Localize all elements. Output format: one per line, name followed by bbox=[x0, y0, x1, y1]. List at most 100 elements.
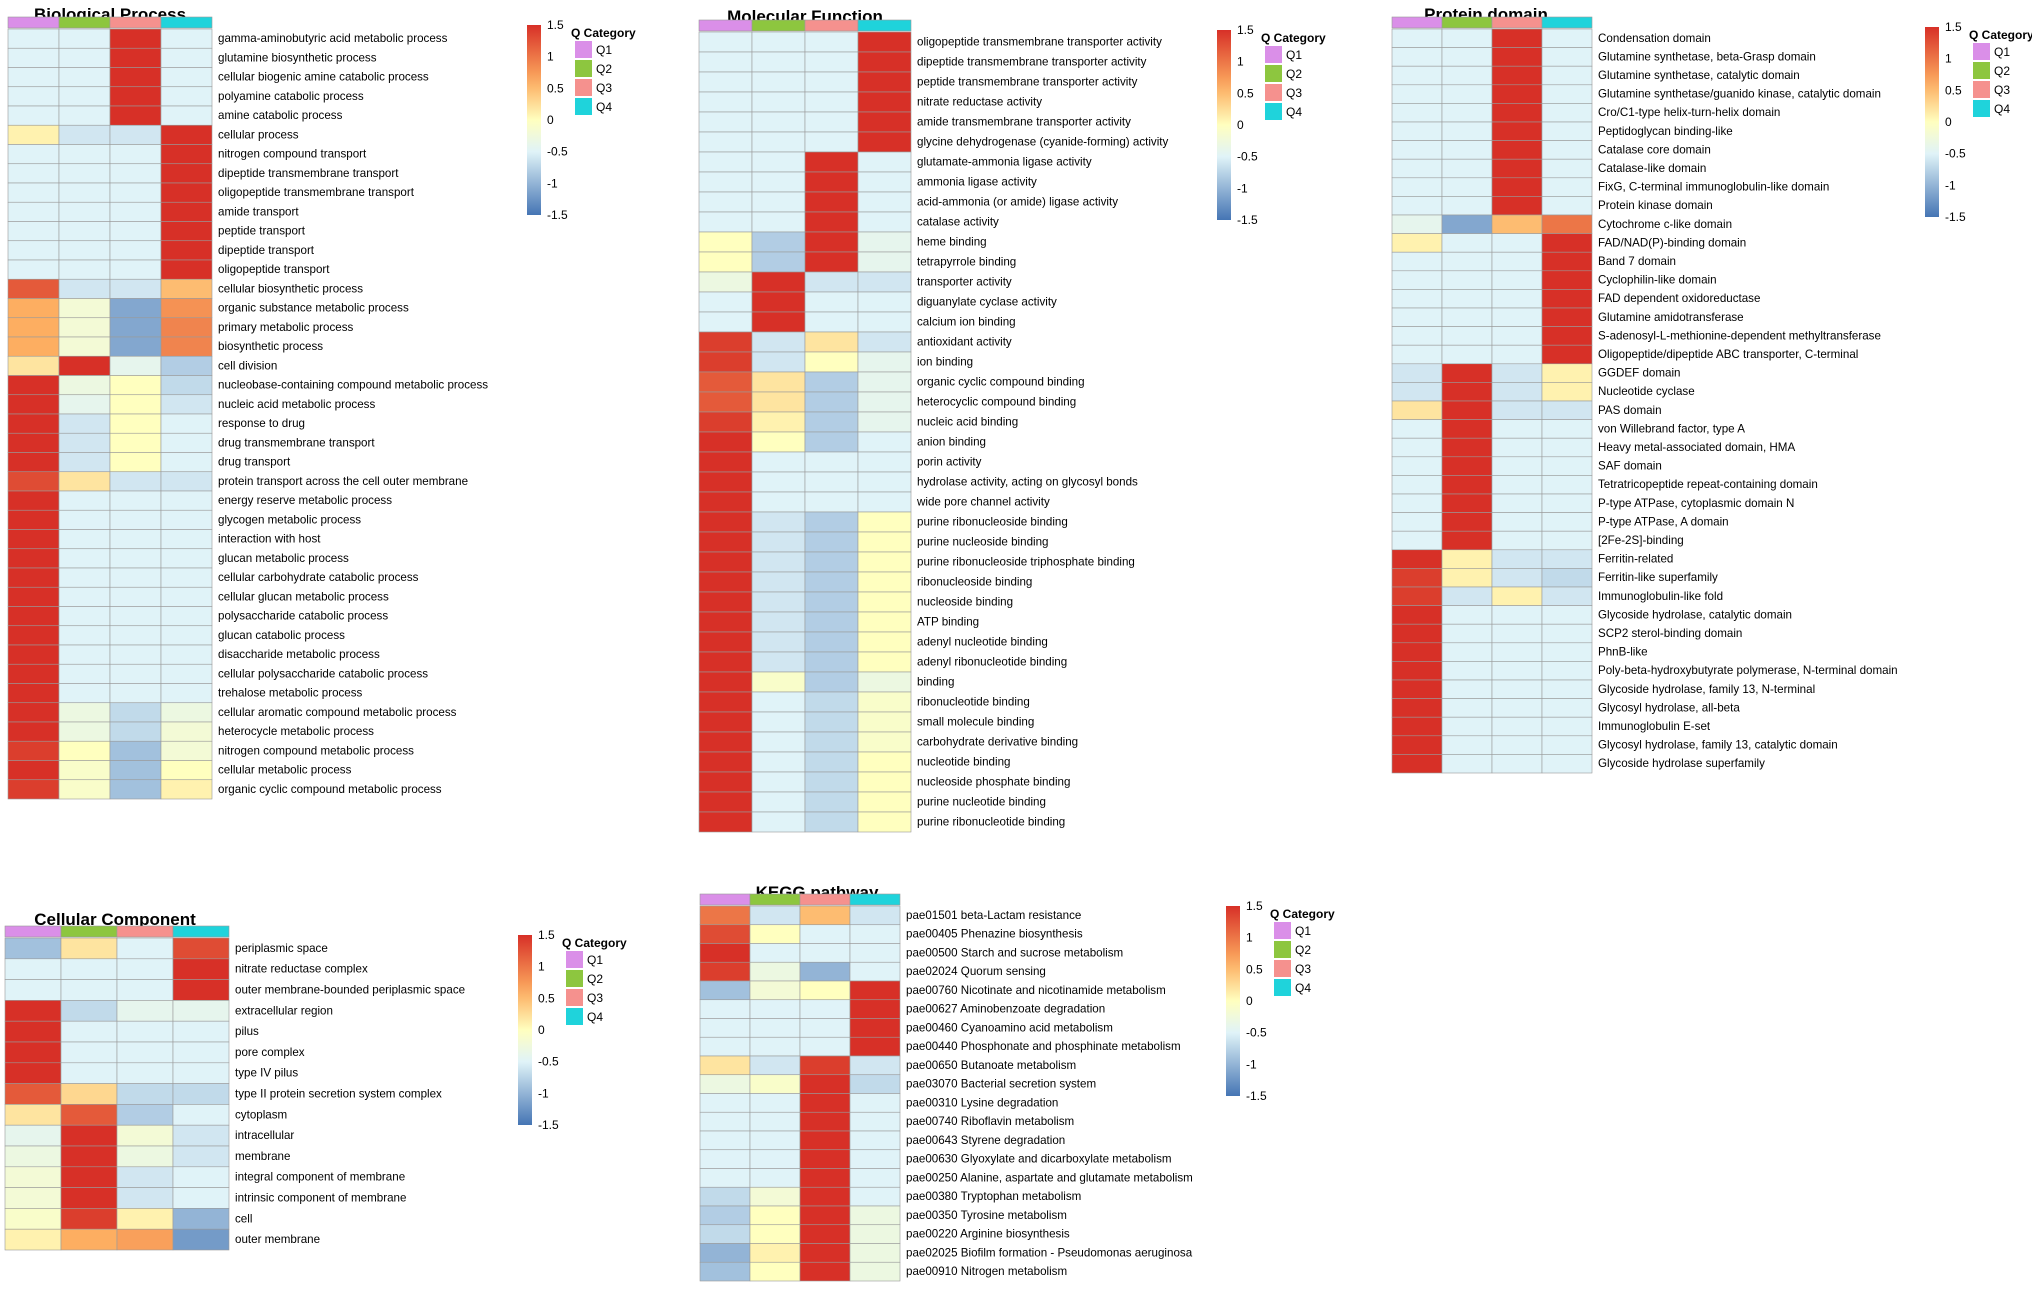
cellular-component-row-label: extracellular region bbox=[235, 1004, 333, 1017]
cellular-component-colorbar-tick: -0.5 bbox=[538, 1055, 559, 1069]
kegg-pathway-colorbar-tick: 1.5 bbox=[1246, 899, 1263, 913]
protein-domain-row-label: [2Fe-2S]-binding bbox=[1598, 534, 1684, 547]
biological-process-cell bbox=[7, 548, 60, 569]
protein-domain-cell bbox=[1491, 382, 1543, 402]
biological-process-cell bbox=[109, 47, 162, 68]
cellular-component-row-label: outer membrane-bounded periplasmic space bbox=[235, 984, 465, 997]
cellular-component-cell bbox=[4, 1145, 62, 1168]
molecular-function-colorbar-tick: -1 bbox=[1237, 181, 1248, 195]
biological-process-row-label: polyamine catabolic process bbox=[218, 90, 364, 103]
protein-domain-cell bbox=[1491, 363, 1543, 383]
biological-process-cell bbox=[109, 144, 162, 165]
molecular-function-cell bbox=[857, 731, 912, 753]
molecular-function-cell bbox=[751, 91, 806, 113]
biological-process-cell bbox=[160, 375, 213, 396]
biological-process-cell bbox=[58, 182, 111, 203]
kegg-pathway-legend-swatch-q4 bbox=[1274, 979, 1291, 996]
molecular-function-cell bbox=[804, 511, 859, 533]
biological-process-cell bbox=[109, 683, 162, 704]
protein-domain-cell bbox=[1491, 177, 1543, 197]
protein-domain-cell bbox=[1491, 344, 1543, 365]
molecular-function-cell bbox=[751, 591, 806, 613]
cellular-component-cell bbox=[4, 1187, 62, 1209]
protein-domain-cell bbox=[1391, 661, 1443, 681]
molecular-function-cell bbox=[804, 191, 859, 213]
molecular-function-colorbar-tick: 1.5 bbox=[1237, 23, 1254, 37]
molecular-function-cell bbox=[857, 671, 912, 693]
protein-domain-colorbar bbox=[1925, 27, 1939, 217]
protein-domain-cell bbox=[1541, 65, 1593, 86]
molecular-function-colorbar-tick: 0.5 bbox=[1237, 86, 1254, 100]
cellular-component-cell bbox=[4, 979, 62, 1001]
protein-domain-cell bbox=[1391, 121, 1443, 141]
protein-domain-cell bbox=[1541, 754, 1593, 774]
molecular-function-cell bbox=[751, 351, 806, 373]
molecular-function-cell bbox=[804, 751, 859, 773]
protein-domain-cell bbox=[1541, 623, 1593, 644]
molecular-function-cell bbox=[698, 371, 753, 393]
molecular-function-cell bbox=[804, 291, 859, 313]
molecular-function-cell bbox=[804, 311, 859, 333]
biological-process-row-label: gamma-aminobutyric acid metabolic proces… bbox=[218, 32, 448, 45]
kegg-pathway-cell bbox=[799, 961, 851, 982]
cellular-component-cell bbox=[4, 1020, 62, 1043]
cellular-component-cell bbox=[172, 1145, 230, 1168]
biological-process-cell bbox=[58, 432, 111, 453]
kegg-pathway-cell bbox=[849, 943, 901, 963]
protein-domain-cell bbox=[1541, 437, 1593, 458]
protein-domain-cell bbox=[1441, 586, 1493, 606]
cellular-component-cell bbox=[172, 958, 230, 980]
molecular-function-cell bbox=[857, 111, 912, 133]
biological-process-cell bbox=[160, 105, 213, 126]
kegg-pathway-cell bbox=[799, 1149, 851, 1169]
biological-process-colorbar-tick: 0 bbox=[547, 113, 554, 127]
protein-domain-cell bbox=[1491, 437, 1543, 458]
molecular-function-legend-label: Q1 bbox=[1286, 48, 1302, 62]
cellular-component-legend-swatch-q2 bbox=[566, 970, 583, 987]
protein-domain-cell bbox=[1391, 642, 1443, 662]
biological-process-legend-swatch-q1 bbox=[575, 41, 592, 58]
kegg-pathway-legend-label: Q2 bbox=[1295, 943, 1311, 957]
kegg-pathway-row-label: pae00910 Nitrogen metabolism bbox=[906, 1265, 1067, 1278]
molecular-function-row-label: glutamate-ammonia ligase activity bbox=[917, 156, 1092, 169]
protein-domain-cell bbox=[1491, 512, 1543, 532]
protein-domain-cell bbox=[1491, 400, 1543, 420]
protein-domain-row-label: Glycoside hydrolase, catalytic domain bbox=[1598, 608, 1792, 621]
protein-domain-cell bbox=[1541, 158, 1593, 179]
kegg-pathway-row-label: pae03070 Bacterial secretion system bbox=[906, 1078, 1096, 1091]
protein-domain-cell bbox=[1491, 642, 1543, 662]
kegg-pathway-cell bbox=[749, 961, 801, 982]
biological-process-row-label: dipeptide transmembrane transport bbox=[218, 167, 399, 180]
biological-process-cell bbox=[58, 201, 111, 222]
cellular-component-cell bbox=[116, 1124, 174, 1147]
biological-process-cell bbox=[7, 355, 60, 376]
protein-domain-cell bbox=[1391, 363, 1443, 383]
molecular-function-cell bbox=[857, 711, 912, 733]
protein-domain-cell bbox=[1391, 214, 1443, 234]
molecular-function-cell bbox=[804, 791, 859, 813]
kegg-pathway-cell bbox=[849, 1243, 901, 1263]
protein-domain-row-label: Heavy metal-associated domain, HMA bbox=[1598, 441, 1795, 454]
biological-process-row-label: cellular carbohydrate catabolic process bbox=[218, 571, 419, 584]
kegg-pathway-cell bbox=[799, 1186, 851, 1207]
molecular-function-row-label: nucleic acid binding bbox=[917, 416, 1018, 429]
biological-process-cell bbox=[160, 721, 213, 742]
protein-domain-cell bbox=[1391, 103, 1443, 123]
protein-domain-colorbar-tick: -0.5 bbox=[1945, 147, 1966, 161]
biological-process-annotation-q3 bbox=[109, 16, 162, 29]
kegg-pathway-legend-label: Q4 bbox=[1295, 981, 1311, 995]
protein-domain-cell bbox=[1391, 419, 1443, 439]
protein-domain-cell bbox=[1441, 493, 1493, 513]
biological-process-cell bbox=[58, 625, 111, 646]
molecular-function-cell bbox=[698, 131, 753, 153]
biological-process-cell bbox=[109, 278, 162, 299]
protein-domain-cell bbox=[1441, 698, 1493, 718]
molecular-function-cell bbox=[804, 91, 859, 113]
kegg-pathway-annotation-q1 bbox=[699, 893, 751, 906]
protein-domain-annotation-q1 bbox=[1391, 16, 1443, 29]
kegg-pathway-cell bbox=[849, 1018, 901, 1038]
molecular-function-row-label: glycine dehydrogenase (cyanide-forming) … bbox=[917, 136, 1169, 149]
biological-process-cell bbox=[58, 586, 111, 607]
protein-domain-annotation-q3 bbox=[1491, 16, 1543, 29]
protein-domain-cell bbox=[1391, 28, 1443, 48]
